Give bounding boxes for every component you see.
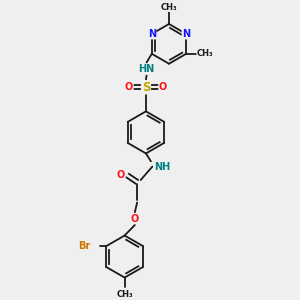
Text: O: O: [116, 170, 125, 180]
Text: N: N: [182, 29, 190, 39]
Text: N: N: [148, 29, 156, 39]
Text: Br: Br: [78, 241, 90, 251]
Text: CH₃: CH₃: [161, 3, 177, 12]
Text: CH₃: CH₃: [116, 290, 133, 299]
Text: NH: NH: [154, 162, 170, 172]
Text: S: S: [142, 81, 150, 94]
Text: HN: HN: [138, 64, 155, 74]
Text: O: O: [159, 82, 167, 92]
Text: O: O: [131, 214, 139, 224]
Text: O: O: [125, 82, 133, 92]
Text: CH₃: CH₃: [197, 49, 214, 58]
